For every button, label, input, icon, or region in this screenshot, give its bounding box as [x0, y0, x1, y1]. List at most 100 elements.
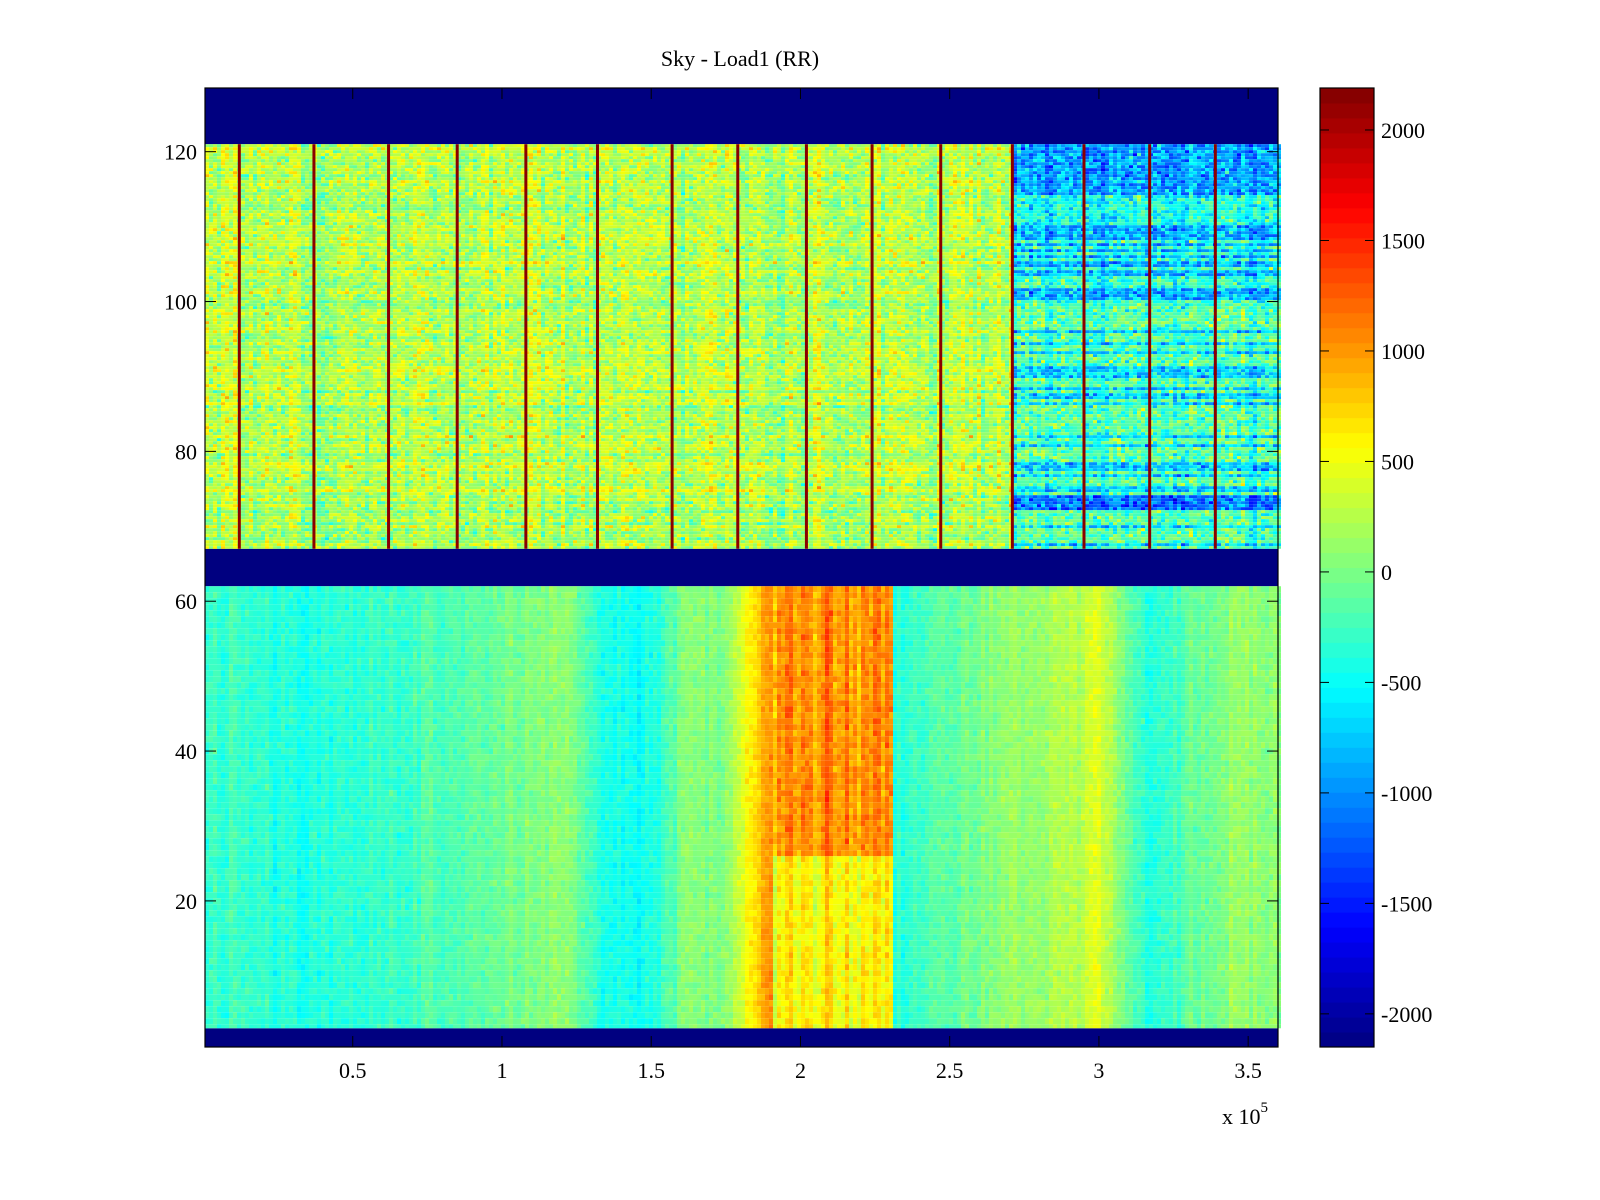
- heatmap-cell: [249, 354, 253, 357]
- heatmap-cell: [225, 540, 229, 543]
- heatmap-cell: [261, 258, 265, 261]
- heatmap-cell: [261, 507, 265, 510]
- heatmap-cell: [213, 513, 217, 516]
- heatmap-cell: [229, 252, 233, 255]
- heatmap-cell: [265, 270, 269, 273]
- heatmap-cell: [265, 381, 269, 384]
- heatmap-cell: [249, 510, 253, 513]
- heatmap-cell: [217, 201, 221, 204]
- heatmap-cell: [245, 366, 249, 369]
- heatmap-cell: [213, 507, 217, 510]
- heatmap-cell: [229, 219, 233, 222]
- heatmap-cell: [257, 525, 261, 528]
- heatmap-cell: [217, 264, 221, 267]
- heatmap-cell: [229, 468, 233, 471]
- heatmap-cell: [241, 246, 245, 249]
- heatmap-cell: [225, 315, 229, 318]
- heatmap-cell: [225, 177, 229, 180]
- heatmap-cell: [217, 246, 221, 249]
- heatmap-cell: [221, 525, 225, 528]
- heatmap-cell: [241, 474, 245, 477]
- heatmap-cell: [213, 318, 217, 321]
- heatmap-cell: [265, 228, 269, 231]
- heatmap-cell: [257, 381, 261, 384]
- heatmap-cell: [261, 504, 265, 507]
- heatmap-cell: [213, 477, 217, 480]
- heatmap-cell: [233, 441, 237, 444]
- heatmap-cell: [213, 465, 217, 468]
- heatmap-cell: [225, 390, 229, 393]
- heatmap-cell: [257, 408, 261, 411]
- heatmap-cell: [209, 543, 213, 546]
- heatmap-cell: [253, 432, 257, 435]
- heatmap-cell: [213, 402, 217, 405]
- heatmap-cell: [241, 294, 245, 297]
- heatmap-cell: [253, 489, 257, 492]
- heatmap-cell: [225, 399, 229, 402]
- heatmap-cell: [217, 144, 221, 147]
- heatmap-cell: [209, 195, 213, 198]
- heatmap-cell: [221, 168, 225, 171]
- heatmap-cell: [217, 270, 221, 273]
- heatmap-cell: [261, 375, 265, 378]
- heatmap-cell: [221, 405, 225, 408]
- heatmap-cell: [221, 516, 225, 519]
- heatmap-cell: [221, 420, 225, 423]
- heatmap-cell: [253, 264, 257, 267]
- heatmap-cell: [253, 384, 257, 387]
- heatmap-cell: [213, 363, 217, 366]
- heatmap-cell: [253, 453, 257, 456]
- heatmap-cell: [257, 384, 261, 387]
- heatmap-cell: [241, 462, 245, 465]
- heatmap-cell: [257, 489, 261, 492]
- heatmap-cell: [257, 369, 261, 372]
- heatmap-cell: [213, 384, 217, 387]
- heatmap-cell: [241, 252, 245, 255]
- heatmap-cell: [217, 360, 221, 363]
- heatmap-cell: [265, 291, 269, 294]
- heatmap-cell: [221, 183, 225, 186]
- heatmap-cell: [241, 468, 245, 471]
- heatmap-cell: [221, 144, 225, 147]
- heatmap-cell: [213, 510, 217, 513]
- heatmap-cell: [209, 396, 213, 399]
- heatmap-cell: [253, 213, 257, 216]
- heatmap-cell: [265, 225, 269, 228]
- heatmap-cell: [225, 510, 229, 513]
- heatmap-cell: [229, 474, 233, 477]
- heatmap-cell: [253, 327, 257, 330]
- heatmap-cell: [217, 213, 221, 216]
- heatmap-cell: [209, 495, 213, 498]
- heatmap-cell: [249, 252, 253, 255]
- heatmap-cell: [241, 234, 245, 237]
- heatmap-cell: [261, 435, 265, 438]
- heatmap-cell: [265, 213, 269, 216]
- heatmap-cell: [241, 402, 245, 405]
- heatmap-cell: [217, 372, 221, 375]
- heatmap-cell: [257, 276, 261, 279]
- heatmap-cell: [209, 420, 213, 423]
- heatmap-cell: [233, 276, 237, 279]
- heatmap-cell: [213, 255, 217, 258]
- heatmap-cell: [225, 453, 229, 456]
- heatmap-cell: [257, 507, 261, 510]
- heatmap-cell: [253, 423, 257, 426]
- heatmap-cell: [225, 516, 229, 519]
- heatmap-cell: [221, 186, 225, 189]
- heatmap-cell: [233, 510, 237, 513]
- heatmap-cell: [265, 180, 269, 183]
- heatmap-cell: [233, 513, 237, 516]
- heatmap-cell: [229, 258, 233, 261]
- heatmap-cell: [233, 225, 237, 228]
- heatmap-cell: [233, 291, 237, 294]
- heatmap-cell: [257, 270, 261, 273]
- heatmap-cell: [213, 405, 217, 408]
- heatmap-cell: [253, 204, 257, 207]
- heatmap-cell: [221, 423, 225, 426]
- heatmap-cell: [229, 324, 233, 327]
- heatmap-cell: [225, 396, 229, 399]
- heatmap-cell: [265, 165, 269, 168]
- heatmap-cell: [265, 144, 269, 147]
- heatmap-cell: [217, 429, 221, 432]
- heatmap-cell: [257, 201, 261, 204]
